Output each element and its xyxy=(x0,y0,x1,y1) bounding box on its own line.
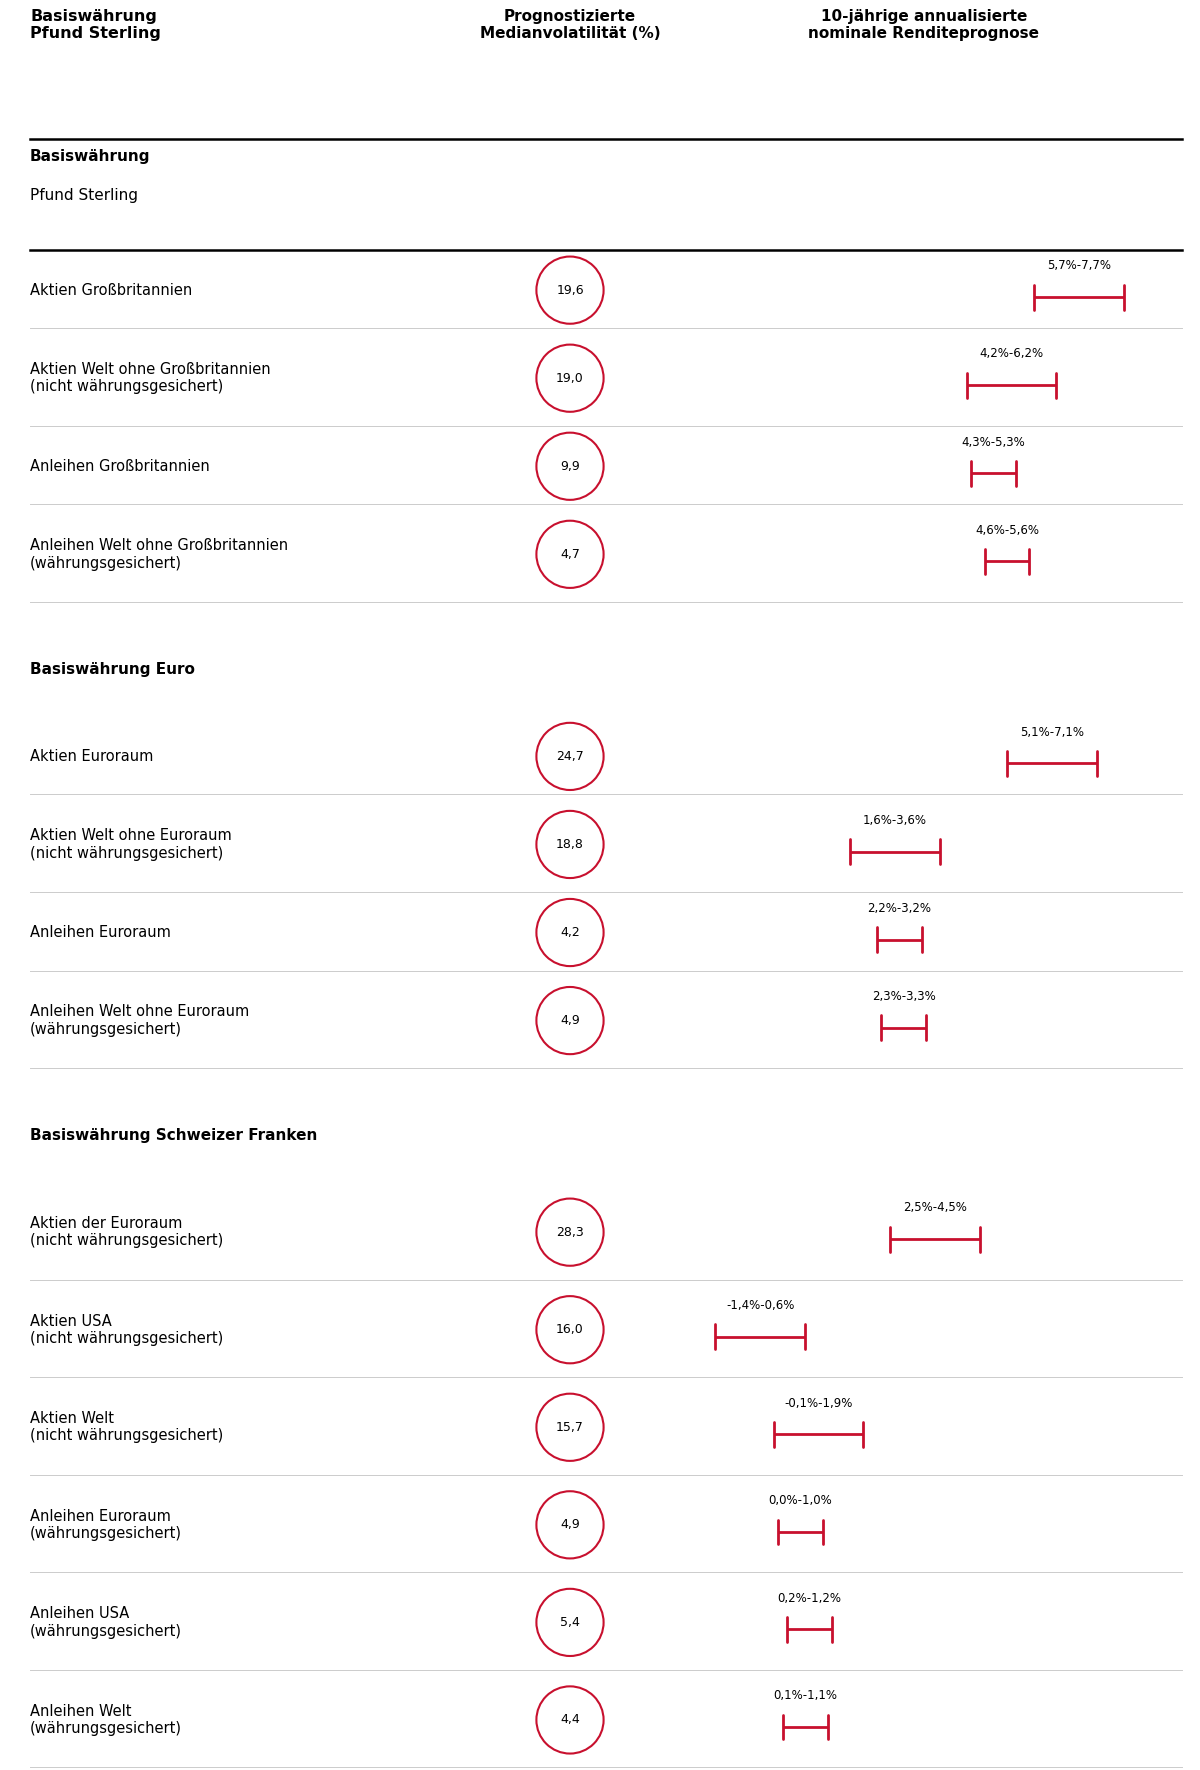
Text: Basiswährung: Basiswährung xyxy=(30,149,150,165)
Text: Pfund Sterling: Pfund Sterling xyxy=(30,188,138,204)
Text: Aktien USA
(nicht währungsgesichert): Aktien USA (nicht währungsgesichert) xyxy=(30,1313,223,1345)
Text: Basiswährung Schweizer Franken: Basiswährung Schweizer Franken xyxy=(30,1129,317,1143)
Text: 0,2%-1,2%: 0,2%-1,2% xyxy=(778,1591,841,1605)
Text: 0,0%-1,0%: 0,0%-1,0% xyxy=(769,1494,833,1506)
Text: Anleihen Euroraum
(währungsgesichert): Anleihen Euroraum (währungsgesichert) xyxy=(30,1508,182,1542)
Text: -0,1%-1,9%: -0,1%-1,9% xyxy=(785,1397,853,1409)
Text: 2,3%-3,3%: 2,3%-3,3% xyxy=(872,989,936,1004)
Text: 4,9: 4,9 xyxy=(560,1519,580,1531)
Text: 4,2%-6,2%: 4,2%-6,2% xyxy=(979,347,1044,361)
Text: Aktien Welt
(nicht währungsgesichert): Aktien Welt (nicht währungsgesichert) xyxy=(30,1411,223,1444)
Text: 15,7: 15,7 xyxy=(556,1421,584,1434)
Text: Anleihen Welt ohne Großbritannien
(währungsgesichert): Anleihen Welt ohne Großbritannien (währu… xyxy=(30,538,288,570)
Text: Anleihen Welt ohne Euroraum
(währungsgesichert): Anleihen Welt ohne Euroraum (währungsges… xyxy=(30,1004,250,1037)
Text: -1,4%-0,6%: -1,4%-0,6% xyxy=(726,1299,794,1312)
Text: 19,0: 19,0 xyxy=(556,372,584,384)
Text: 28,3: 28,3 xyxy=(556,1225,584,1239)
Text: Anleihen Welt
(währungsgesichert): Anleihen Welt (währungsgesichert) xyxy=(30,1705,182,1736)
Text: Basiswährung
Pfund Sterling: Basiswährung Pfund Sterling xyxy=(30,9,161,41)
Text: 19,6: 19,6 xyxy=(556,283,584,297)
Text: 16,0: 16,0 xyxy=(556,1324,584,1336)
Text: 4,9: 4,9 xyxy=(560,1014,580,1027)
Text: 24,7: 24,7 xyxy=(556,750,584,763)
Text: 1,6%-3,6%: 1,6%-3,6% xyxy=(863,814,926,827)
Text: 4,2: 4,2 xyxy=(560,926,580,940)
Text: 4,3%-5,3%: 4,3%-5,3% xyxy=(961,435,1026,448)
Text: 5,4: 5,4 xyxy=(560,1616,580,1628)
Text: 4,7: 4,7 xyxy=(560,547,580,561)
Text: Prognostizierte
Medianvolatilität (%): Prognostizierte Medianvolatilität (%) xyxy=(480,9,660,41)
Text: 10-jährige annualisierte
nominale Renditeprognose: 10-jährige annualisierte nominale Rendit… xyxy=(809,9,1039,41)
Text: 5,7%-7,7%: 5,7%-7,7% xyxy=(1046,260,1111,273)
Text: Aktien Welt ohne Euroraum
(nicht währungsgesichert): Aktien Welt ohne Euroraum (nicht währung… xyxy=(30,828,232,860)
Text: Aktien der Euroraum
(nicht währungsgesichert): Aktien der Euroraum (nicht währungsgesic… xyxy=(30,1216,223,1248)
Text: Basiswährung Euro: Basiswährung Euro xyxy=(30,662,194,678)
Text: 2,5%-4,5%: 2,5%-4,5% xyxy=(904,1202,967,1214)
Text: Anleihen USA
(währungsgesichert): Anleihen USA (währungsgesichert) xyxy=(30,1605,182,1639)
Text: 9,9: 9,9 xyxy=(560,460,580,473)
Text: 18,8: 18,8 xyxy=(556,837,584,851)
Text: Aktien Euroraum: Aktien Euroraum xyxy=(30,749,154,765)
Text: Anleihen Großbritannien: Anleihen Großbritannien xyxy=(30,458,210,474)
Text: 5,1%-7,1%: 5,1%-7,1% xyxy=(1020,726,1084,738)
Text: 0,1%-1,1%: 0,1%-1,1% xyxy=(773,1689,838,1703)
Text: Aktien Großbritannien: Aktien Großbritannien xyxy=(30,283,192,297)
Text: Aktien Welt ohne Großbritannien
(nicht währungsgesichert): Aktien Welt ohne Großbritannien (nicht w… xyxy=(30,363,271,395)
Text: 2,2%-3,2%: 2,2%-3,2% xyxy=(868,901,931,915)
Text: 4,6%-5,6%: 4,6%-5,6% xyxy=(976,524,1039,536)
Text: 4,4: 4,4 xyxy=(560,1713,580,1726)
Text: Anleihen Euroraum: Anleihen Euroraum xyxy=(30,926,170,940)
